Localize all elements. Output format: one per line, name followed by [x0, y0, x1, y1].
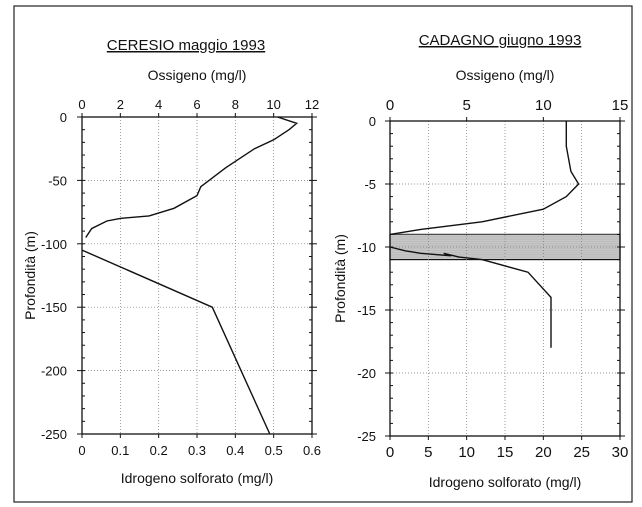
y-tick-label: -50 — [48, 173, 67, 188]
top-tick-label: 4 — [155, 97, 162, 112]
bottom-tick-label: 10 — [458, 444, 475, 461]
oxygen-series-line — [389, 121, 580, 236]
y-tick-label: 0 — [369, 114, 376, 129]
chart-title: CERESIO maggio 1993 — [107, 37, 265, 54]
bottom-tick-label: 0.6 — [303, 443, 321, 458]
y-tick-label: -5 — [364, 177, 376, 192]
top-tick-label: 12 — [305, 97, 319, 112]
top-tick-label: 8 — [232, 97, 239, 112]
oxygen-series-line — [85, 116, 299, 238]
bottom-tick-label: 0.1 — [111, 443, 129, 458]
plot-frame — [81, 116, 313, 435]
top-tick-label: 5 — [462, 97, 470, 114]
y-tick-label: -15 — [357, 303, 376, 318]
bottom-tick-label: 25 — [573, 444, 590, 461]
y-tick-label: -100 — [41, 237, 67, 252]
y-tick-label: -25 — [357, 429, 376, 444]
y-axis-label: Profondità (m) — [22, 231, 38, 320]
y-tick-label: -150 — [41, 300, 67, 315]
bottom-tick-label: 0 — [386, 444, 394, 461]
y-axis-label: Profondità (m) — [332, 234, 348, 323]
bottom-tick-label: 0.3 — [188, 443, 206, 458]
bottom-tick-label: 0.2 — [150, 443, 168, 458]
bottom-tick-label: 0.5 — [265, 443, 283, 458]
top-tick-label: 10 — [535, 97, 552, 114]
figure-border — [13, 5, 633, 503]
top-axis-label: Ossigeno (mg/l) — [148, 67, 247, 83]
bottom-tick-label: 5 — [424, 444, 432, 461]
bottom-tick-label: 30 — [612, 444, 629, 461]
y-tick-label: -250 — [41, 427, 67, 442]
top-tick-label: 2 — [117, 97, 124, 112]
top-tick-label: 15 — [612, 97, 629, 114]
bottom-tick-label: 0.4 — [226, 443, 244, 458]
bottom-axis-label: Idrogeno solforato (mg/l) — [121, 470, 274, 486]
top-tick-label: 10 — [266, 97, 280, 112]
bottom-axis-label: Idrogeno solforato (mg/l) — [429, 474, 582, 490]
bottom-tick-label: 0 — [78, 443, 85, 458]
top-tick-label: 6 — [193, 97, 200, 112]
bottom-tick-label: 20 — [535, 444, 552, 461]
top-tick-label: 0 — [386, 97, 394, 114]
y-tick-label: -10 — [357, 240, 376, 255]
hydrogen-sulfide-series-line — [389, 246, 552, 348]
top-tick-label: 0 — [78, 97, 85, 112]
bottom-tick-label: 15 — [497, 444, 514, 461]
y-tick-label: 0 — [60, 110, 67, 125]
hydrogen-sulfide-series-line — [81, 249, 271, 435]
chart-title: CADAGNO giugno 1993 — [419, 32, 582, 49]
y-tick-label: -20 — [357, 366, 376, 381]
chart-panel-1: CERESIO maggio 1993 Ossigeno (mg/l) Idroge… — [22, 37, 321, 486]
chart-panel-2: CADAGNO giugno 1993 Ossigeno (mg/l) Idroge… — [332, 32, 628, 490]
y-tick-label: -200 — [41, 364, 67, 379]
top-axis-label: Ossigeno (mg/l) — [456, 67, 555, 83]
